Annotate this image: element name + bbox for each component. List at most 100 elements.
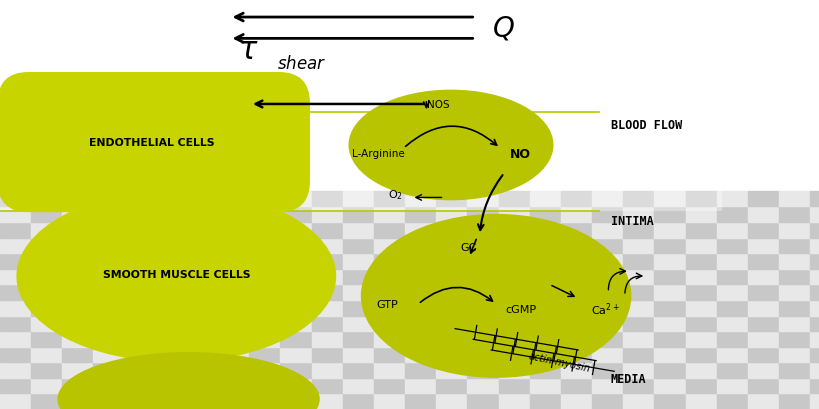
Text: BLOOD FLOW: BLOOD FLOW	[610, 119, 681, 132]
Bar	[436, 331, 467, 347]
Bar	[591, 285, 622, 300]
Bar	[311, 393, 342, 409]
Bar	[0, 331, 31, 347]
Bar	[685, 362, 716, 378]
Bar	[685, 254, 716, 269]
Bar	[436, 191, 467, 207]
Bar	[654, 207, 685, 222]
Bar	[31, 269, 62, 285]
Bar	[405, 331, 436, 347]
Bar	[809, 222, 819, 238]
Bar	[249, 269, 280, 285]
Bar	[809, 378, 819, 393]
Bar	[436, 269, 467, 285]
Bar	[622, 207, 654, 222]
Bar	[187, 378, 218, 393]
Bar	[622, 378, 654, 393]
Bar	[280, 254, 311, 269]
Bar	[778, 285, 809, 300]
Bar	[685, 316, 716, 331]
Bar	[93, 191, 124, 207]
Bar	[187, 254, 218, 269]
Bar	[218, 207, 249, 222]
Bar	[560, 191, 591, 207]
Bar	[529, 300, 560, 316]
Bar	[62, 378, 93, 393]
Bar	[218, 269, 249, 285]
FancyBboxPatch shape	[0, 73, 310, 213]
Bar	[31, 393, 62, 409]
Bar	[436, 285, 467, 300]
Ellipse shape	[348, 90, 553, 201]
Bar	[405, 393, 436, 409]
Bar	[0, 316, 31, 331]
Bar	[156, 207, 187, 222]
Bar	[124, 269, 156, 285]
Bar	[716, 378, 747, 393]
Bar	[311, 347, 342, 362]
Bar	[93, 316, 124, 331]
Bar	[591, 207, 622, 222]
Bar	[280, 378, 311, 393]
Bar	[124, 378, 156, 393]
Bar	[342, 393, 373, 409]
Bar	[218, 362, 249, 378]
Bar	[124, 207, 156, 222]
Bar	[716, 207, 747, 222]
Bar	[654, 222, 685, 238]
Bar	[93, 222, 124, 238]
Bar	[778, 254, 809, 269]
Bar	[436, 347, 467, 362]
Text: $\tau$: $\tau$	[238, 36, 258, 65]
Bar	[747, 362, 778, 378]
Bar	[218, 238, 249, 254]
Bar	[156, 285, 187, 300]
Bar	[373, 285, 405, 300]
Bar	[187, 300, 218, 316]
Bar	[311, 300, 342, 316]
Bar	[716, 316, 747, 331]
Bar	[685, 285, 716, 300]
Bar	[467, 269, 498, 285]
Bar	[31, 316, 62, 331]
Bar	[685, 222, 716, 238]
Bar	[373, 191, 405, 207]
Bar	[0, 285, 31, 300]
Bar	[280, 269, 311, 285]
Bar	[467, 300, 498, 316]
Bar	[249, 254, 280, 269]
Bar	[716, 347, 747, 362]
Bar	[498, 222, 529, 238]
Text: $\mathit{shear}$: $\mathit{shear}$	[277, 55, 326, 73]
Bar	[436, 316, 467, 331]
Bar	[187, 393, 218, 409]
Bar	[124, 393, 156, 409]
Bar	[809, 254, 819, 269]
Bar	[156, 300, 187, 316]
Bar	[467, 316, 498, 331]
Bar	[249, 393, 280, 409]
Text: INTIMA: INTIMA	[610, 214, 653, 227]
Bar	[622, 316, 654, 331]
Bar	[467, 254, 498, 269]
Bar	[436, 254, 467, 269]
Bar	[685, 207, 716, 222]
Bar	[0, 207, 31, 222]
Text: GTP: GTP	[376, 299, 397, 309]
Bar	[654, 300, 685, 316]
Bar	[591, 362, 622, 378]
Bar	[436, 393, 467, 409]
Text: Ca$^{2+}$: Ca$^{2+}$	[590, 301, 619, 317]
Bar	[747, 378, 778, 393]
Bar	[591, 393, 622, 409]
Bar	[373, 207, 405, 222]
Bar	[187, 285, 218, 300]
Bar	[747, 191, 778, 207]
Bar	[685, 347, 716, 362]
Bar	[280, 347, 311, 362]
Bar	[685, 378, 716, 393]
Bar	[747, 285, 778, 300]
Bar	[342, 331, 373, 347]
Bar	[218, 285, 249, 300]
Bar	[156, 347, 187, 362]
